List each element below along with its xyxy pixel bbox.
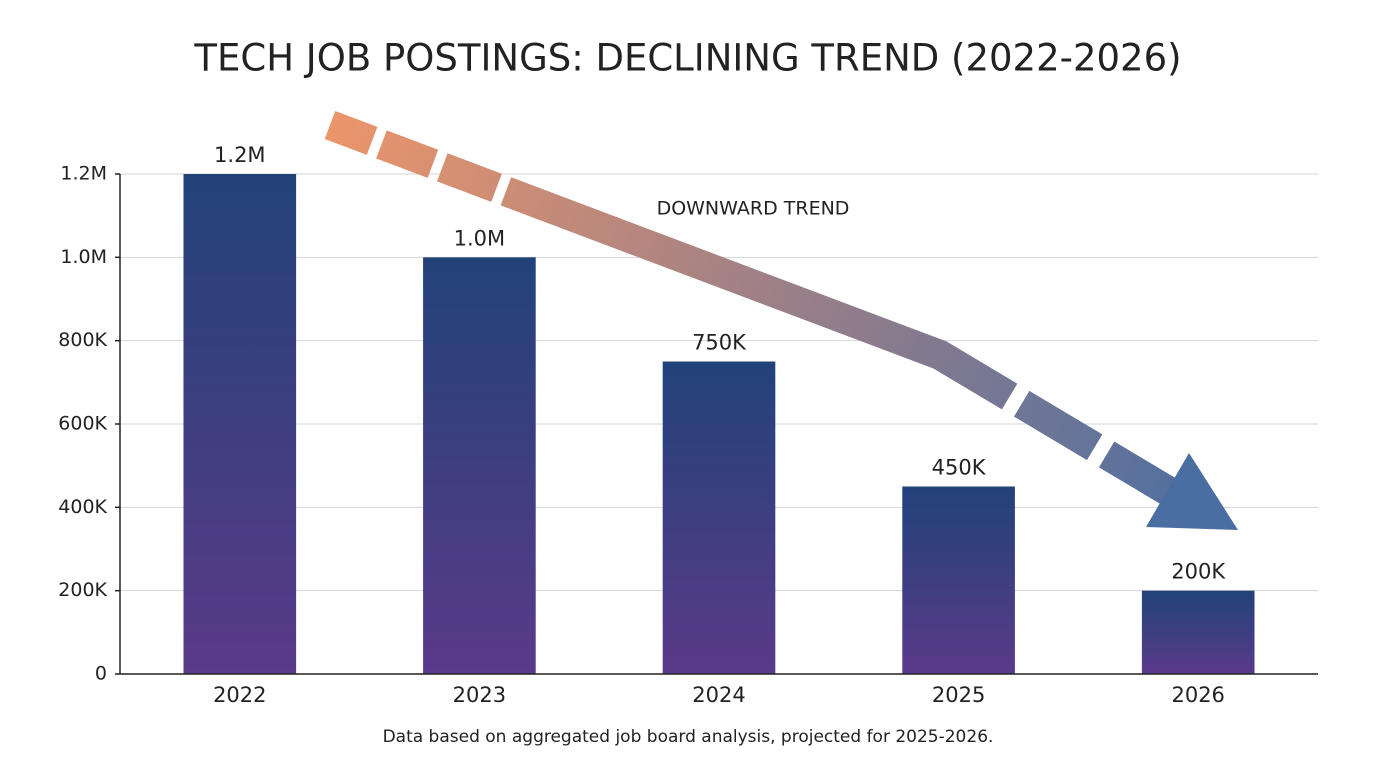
value-label: 1.0M (454, 226, 506, 250)
bar (423, 257, 536, 674)
plot-area: 0 200K 400K 600K 800K 1.0M 1.2M 2022 1.2M 2023 1.0… (58, 143, 1318, 707)
bar (183, 174, 297, 674)
x-tick-label: 2024 (692, 683, 745, 707)
y-tick-label: 400K (58, 496, 107, 518)
value-label: 750K (692, 331, 747, 355)
y-tick-label: 600K (58, 413, 107, 435)
trend-arrow-body (324, 110, 1186, 510)
bar (1141, 590, 1255, 674)
chart-title: TECH JOB POSTINGS: DECLINING TREND (2022… (193, 37, 1181, 80)
y-tick-label: 800K (58, 329, 107, 351)
y-tick-label: 1.2M (60, 163, 107, 185)
bar (662, 361, 776, 674)
y-tick-label: 1.0M (60, 246, 107, 268)
value-label: 1.2M (214, 143, 266, 167)
bar (902, 486, 1015, 674)
value-label: 450K (932, 456, 987, 480)
y-tick-label: 200K (58, 579, 107, 601)
x-tick-label: 2023 (453, 683, 506, 707)
trend-arrow-head (1146, 453, 1238, 530)
footnote: Data based on aggregated job board analy… (383, 727, 994, 747)
x-tick-label: 2022 (213, 683, 266, 707)
trend-arrow (324, 110, 1238, 530)
value-label: 200K (1171, 560, 1226, 584)
y-tick-label: 0 (95, 663, 107, 685)
annotation: DOWNWARD TREND (657, 198, 850, 220)
x-tick-label: 2026 (1171, 683, 1224, 707)
x-tick-label: 2025 (932, 683, 985, 707)
